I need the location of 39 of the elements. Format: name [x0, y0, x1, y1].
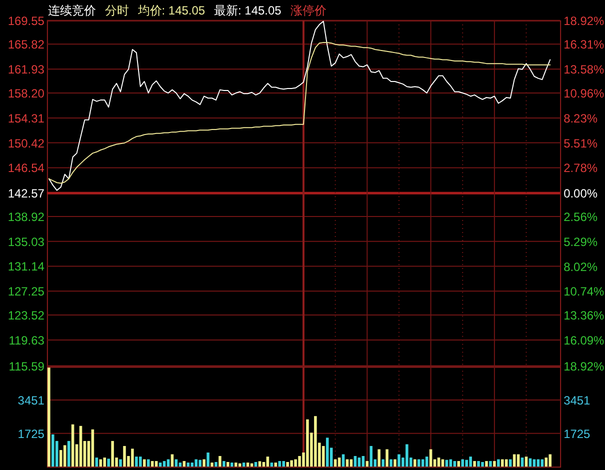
y2-tick-label: 8.23%: [564, 111, 598, 126]
y-tick-label: 150.42: [8, 136, 45, 150]
y2-tick-label: 2.78%: [564, 161, 598, 176]
y-tick-label: 158.20: [8, 86, 45, 101]
y-tick-label: 165.82: [8, 38, 45, 52]
y2-tick-label: 1725: [564, 426, 591, 441]
text: 连续竞价: [48, 3, 96, 18]
y-tick-label: 127.25: [8, 284, 45, 299]
y2-tick-label: 16.09%: [564, 333, 605, 348]
y-tick-label: 115.59: [8, 359, 45, 374]
y-tick-label: 138.92: [8, 210, 45, 224]
text: 分时: [104, 3, 129, 18]
y2-tick-label: 10.74%: [564, 284, 605, 299]
y2-tick-label: 5.51%: [564, 136, 598, 150]
y2-tick-label: 0.00%: [564, 186, 598, 201]
y-tick-label: 131.14: [8, 260, 45, 274]
y-tick-label: 119.63: [8, 333, 45, 348]
y2-tick-label: 8.02%: [564, 260, 598, 274]
y-tick-label: 142.57: [8, 186, 45, 201]
y2-tick-label: 18.92%: [564, 359, 605, 374]
y-tick-label: 154.31: [8, 111, 45, 126]
y2-tick-label: 18.92%: [564, 14, 605, 28]
y-tick-label: 123.52: [8, 308, 45, 323]
y2-tick-label: 3451: [564, 394, 591, 408]
y-tick-label: 3451: [18, 394, 45, 408]
y2-tick-label: 2.56%: [564, 210, 598, 224]
y-tick-label: 161.93: [8, 62, 45, 77]
y-tick-label: 135.03: [8, 234, 45, 249]
text: 涨停价: [290, 3, 326, 18]
y-tick-label: 146.54: [8, 161, 45, 176]
y2-tick-label: 13.58%: [564, 62, 605, 77]
y-tick-label: 169.55: [8, 14, 45, 28]
y-tick-label: 1725: [18, 426, 45, 441]
text: 最新: 145.05: [214, 3, 282, 18]
text: 均价: 145.05: [136, 3, 206, 18]
y2-tick-label: 13.36%: [564, 308, 605, 323]
y2-tick-label: 16.31%: [564, 38, 605, 52]
y2-tick-label: 5.29%: [564, 234, 598, 249]
y2-tick-label: 10.96%: [564, 86, 605, 101]
